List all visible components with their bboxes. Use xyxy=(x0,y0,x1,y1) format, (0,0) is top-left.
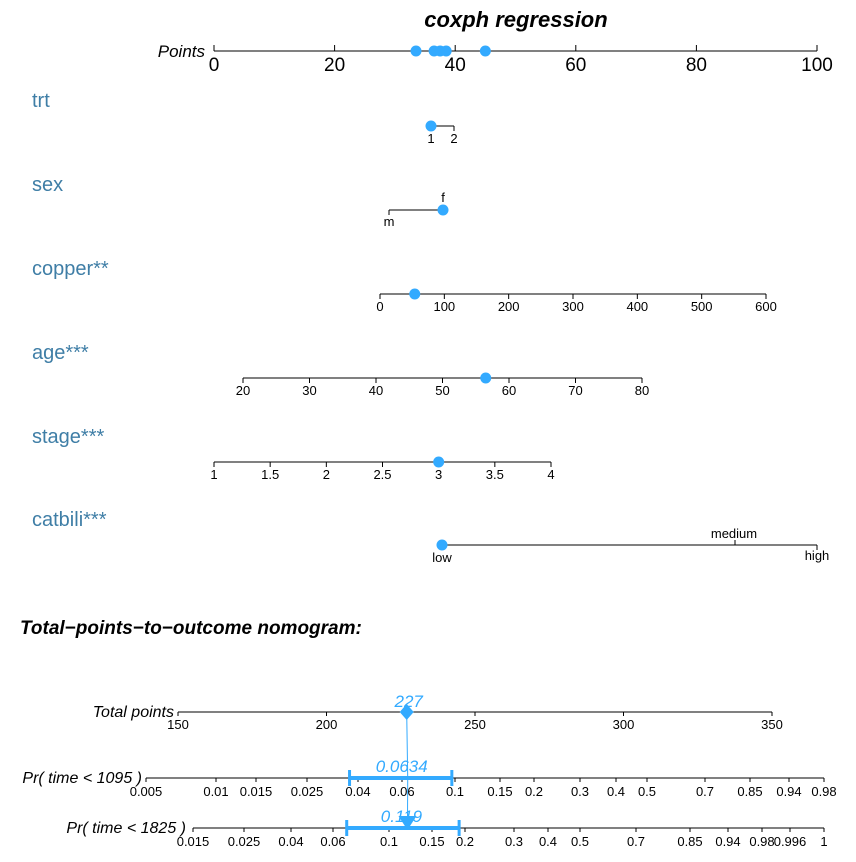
total-points-tick-label: 350 xyxy=(761,717,783,732)
variable-label: stage*** xyxy=(32,426,104,448)
probability-axis-label: Pr( time < 1825 ) xyxy=(66,820,186,837)
probability-tick-label: 0.01 xyxy=(203,784,228,799)
points-axis-tick-label: 60 xyxy=(565,55,586,76)
points-axis-tick-label: 0 xyxy=(209,55,220,76)
probability-tick-label: 0.94 xyxy=(715,834,740,849)
total-points-tick-label: 250 xyxy=(464,717,486,732)
probability-tick-label: 0.3 xyxy=(571,784,589,799)
variable-marker xyxy=(437,204,449,216)
points-axis-label: Points xyxy=(158,42,206,61)
probability-tick-label: 0.5 xyxy=(571,834,589,849)
variable-tick-label: 200 xyxy=(498,299,520,314)
probability-tick-label: 0.996 xyxy=(774,834,807,849)
variable-tick-label: 40 xyxy=(369,383,383,398)
variable-tick-label: 4 xyxy=(547,467,554,482)
variable-tick-label: 2 xyxy=(323,467,330,482)
variable-tick-label: 100 xyxy=(433,299,455,314)
variable-label: sex xyxy=(32,174,63,196)
variable-tick-label: 1 xyxy=(210,467,217,482)
variable-marker xyxy=(436,539,448,551)
total-points-tick-label: 200 xyxy=(316,717,338,732)
variable-tick-label: 60 xyxy=(502,383,516,398)
variable-label: trt xyxy=(32,90,50,112)
variable-label: age*** xyxy=(32,342,89,364)
variable-tick-label: 500 xyxy=(691,299,713,314)
points-marker xyxy=(479,45,491,57)
probability-tick-label: 0.015 xyxy=(177,834,210,849)
total-points-label: Total points xyxy=(93,704,174,721)
probability-tick-label: 0.5 xyxy=(638,784,656,799)
outcome-title: Total−points−to−outcome nomogram: xyxy=(20,618,362,639)
variable-marker xyxy=(480,372,492,384)
probability-tick-label: 0.06 xyxy=(389,784,414,799)
total-points-tick-label: 300 xyxy=(613,717,635,732)
variable-marker xyxy=(409,288,421,300)
variable-tick-label: 600 xyxy=(755,299,777,314)
probability-axis-label: Pr( time < 1095 ) xyxy=(22,770,142,787)
probability-tick-label: 0.4 xyxy=(607,784,625,799)
probability-tick-label: 0.015 xyxy=(240,784,273,799)
variable-tick-label: 80 xyxy=(635,383,649,398)
points-axis-tick-label: 80 xyxy=(686,55,707,76)
variable-tick-label: 3.5 xyxy=(486,467,504,482)
probability-tick-label: 0.025 xyxy=(228,834,261,849)
variable-tick-label: 300 xyxy=(562,299,584,314)
total-points-tick-label: 150 xyxy=(167,717,189,732)
points-marker xyxy=(440,45,452,57)
variable-tick-label: high xyxy=(805,548,830,563)
probability-tick-label: 0.1 xyxy=(380,834,398,849)
probability-tick-label: 0.04 xyxy=(278,834,303,849)
probability-tick-label: 0.4 xyxy=(539,834,557,849)
chart-title: coxph regression xyxy=(424,7,607,32)
probability-tick-label: 0.025 xyxy=(291,784,324,799)
probability-tick-label: 0.94 xyxy=(776,784,801,799)
variable-tick-label: 2.5 xyxy=(373,467,391,482)
probability-tick-label: 0.1 xyxy=(446,784,464,799)
points-axis-tick-label: 100 xyxy=(801,55,833,76)
variable-tick-label: f xyxy=(441,190,445,205)
points-axis-tick-label: 20 xyxy=(324,55,345,76)
variable-tick-label: medium xyxy=(711,526,757,541)
points-marker xyxy=(410,45,422,57)
probability-tick-label: 0.04 xyxy=(345,784,370,799)
variable-tick-label: 0 xyxy=(376,299,383,314)
probability-tick-label: 0.15 xyxy=(419,834,444,849)
probability-tick-label: 0.85 xyxy=(677,834,702,849)
probability-estimate-label: 0.0634 xyxy=(376,757,428,776)
probability-tick-label: 0.2 xyxy=(456,834,474,849)
variable-tick-label: 50 xyxy=(435,383,449,398)
variable-tick-label: 1 xyxy=(427,131,434,146)
variable-tick-label: 400 xyxy=(626,299,648,314)
probability-tick-label: 0.85 xyxy=(737,784,762,799)
probability-tick-label: 1 xyxy=(820,834,827,849)
probability-tick-label: 0.7 xyxy=(696,784,714,799)
probability-tick-label: 0.2 xyxy=(525,784,543,799)
variable-tick-label: 3 xyxy=(435,467,442,482)
points-axis-tick-label: 40 xyxy=(445,55,466,76)
variable-tick-label: 70 xyxy=(568,383,582,398)
variable-tick-label: low xyxy=(432,550,452,565)
variable-tick-label: m xyxy=(384,214,395,229)
probability-tick-label: 0.005 xyxy=(130,784,163,799)
probability-tick-label: 0.7 xyxy=(627,834,645,849)
variable-tick-label: 2 xyxy=(450,131,457,146)
variable-marker xyxy=(433,456,445,468)
variable-tick-label: 30 xyxy=(302,383,316,398)
total-points-value: 227 xyxy=(394,692,424,711)
variable-label: catbili*** xyxy=(32,509,107,531)
probability-tick-label: 0.15 xyxy=(487,784,512,799)
variable-tick-label: 20 xyxy=(236,383,250,398)
variable-tick-label: 1.5 xyxy=(261,467,279,482)
probability-tick-label: 0.06 xyxy=(320,834,345,849)
probability-tick-label: 0.98 xyxy=(749,834,774,849)
probability-tick-label: 0.98 xyxy=(811,784,836,799)
variable-marker xyxy=(425,120,437,132)
probability-estimate-marker xyxy=(398,816,417,830)
variable-label: copper** xyxy=(32,258,109,280)
probability-tick-label: 0.3 xyxy=(505,834,523,849)
